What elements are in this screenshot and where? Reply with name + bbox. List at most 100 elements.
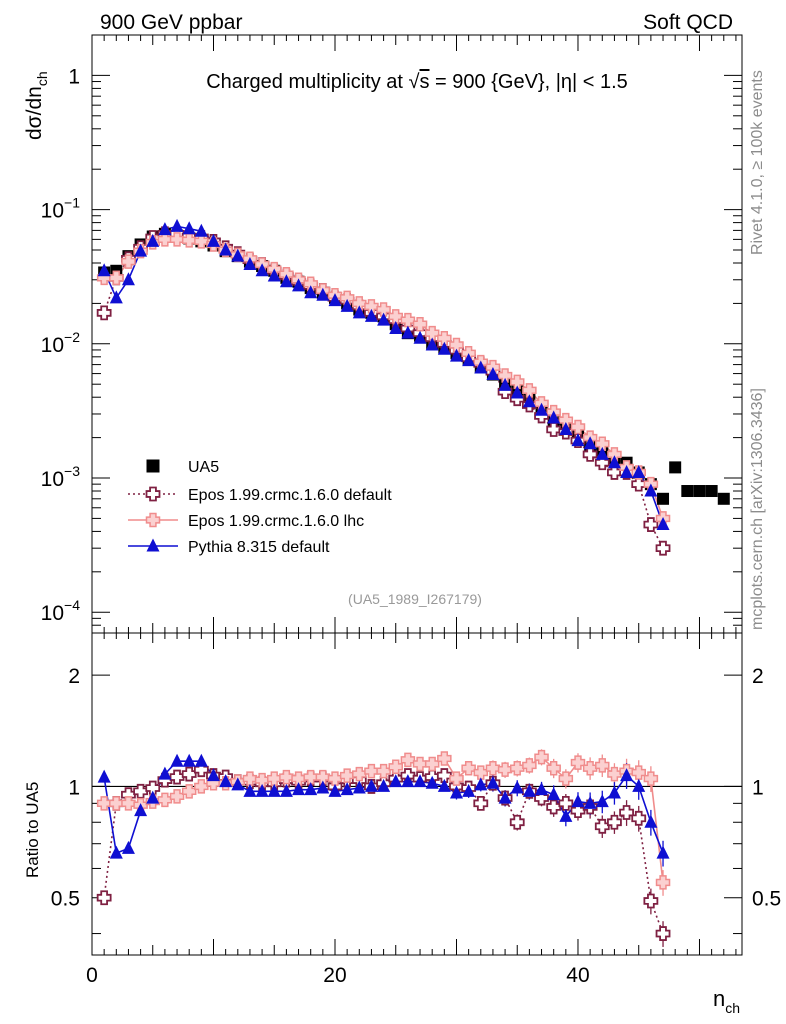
data-point bbox=[170, 218, 184, 232]
data-point bbox=[412, 316, 428, 332]
ratio-point bbox=[121, 840, 135, 854]
data-point bbox=[462, 353, 476, 367]
ratio-point bbox=[377, 778, 391, 792]
data-point bbox=[400, 312, 416, 328]
ratio-point bbox=[352, 766, 367, 782]
ratio-point bbox=[193, 762, 209, 778]
data-point bbox=[705, 485, 718, 498]
ratio-point bbox=[436, 768, 452, 783]
data-point bbox=[620, 464, 634, 478]
data-point bbox=[316, 287, 330, 301]
legend-label: Epos 1.99.crmc.1.6.0 default bbox=[188, 487, 392, 504]
ratio-point bbox=[607, 814, 622, 830]
data-point bbox=[607, 465, 622, 480]
data-point bbox=[364, 299, 379, 314]
data-point bbox=[109, 290, 123, 304]
y-tick-label: 10−1 bbox=[41, 195, 81, 223]
ratio-point bbox=[644, 814, 658, 828]
ratio-y-tick-label: 1 bbox=[68, 776, 80, 799]
data-point bbox=[583, 436, 597, 450]
ratio-point bbox=[109, 796, 124, 811]
ratio-point bbox=[425, 775, 439, 789]
ratio-point bbox=[607, 766, 622, 782]
ratio-point bbox=[157, 792, 173, 808]
mcplots-label: mcplots.cern.ch [arXiv:1306.3436] bbox=[749, 388, 766, 630]
ratio-point bbox=[437, 751, 452, 766]
legend-marker bbox=[145, 512, 161, 528]
legend-label: Epos 1.99.crmc.1.6.0 lhc bbox=[188, 513, 364, 530]
data-point bbox=[449, 337, 464, 353]
data-point bbox=[571, 433, 585, 447]
ratio-point bbox=[254, 772, 270, 788]
data-point bbox=[437, 331, 452, 346]
ratio-point bbox=[558, 795, 574, 811]
ratio-point bbox=[497, 762, 513, 777]
ratio-point bbox=[291, 771, 306, 786]
data-point bbox=[376, 302, 391, 317]
y-tick-label: 10−4 bbox=[41, 597, 81, 625]
rivet-label: Rivet 4.1.0, ≥ 100k events bbox=[749, 70, 766, 255]
ratio-point bbox=[643, 771, 659, 786]
data-point bbox=[486, 367, 500, 381]
data-point bbox=[231, 248, 245, 262]
ratio-point bbox=[146, 790, 160, 804]
analysis-watermark: (UA5_1989_I267179) bbox=[348, 591, 482, 607]
data-point bbox=[547, 410, 561, 424]
ratio-y-tick-label: 2 bbox=[68, 665, 80, 688]
data-point bbox=[669, 461, 682, 474]
data-point bbox=[413, 330, 427, 344]
ratio-point bbox=[304, 782, 318, 796]
ratio-point bbox=[619, 805, 634, 820]
data-point bbox=[607, 455, 621, 469]
data-point bbox=[535, 402, 549, 416]
ratio-point bbox=[509, 814, 525, 830]
ratio-point bbox=[316, 780, 330, 794]
legend-marker bbox=[146, 538, 160, 552]
ratio-point bbox=[546, 760, 561, 776]
x-tick-label: 20 bbox=[323, 964, 346, 987]
ratio-point bbox=[181, 766, 197, 782]
data-point bbox=[328, 293, 342, 307]
ratio-point bbox=[267, 783, 281, 797]
ratio-point bbox=[279, 783, 293, 797]
data-point bbox=[424, 325, 440, 341]
ratio-point bbox=[134, 803, 148, 817]
data-point bbox=[693, 485, 706, 498]
data-point bbox=[255, 263, 269, 277]
data-point bbox=[631, 476, 647, 492]
ratio-point bbox=[522, 758, 537, 773]
ratio-point bbox=[400, 752, 416, 768]
data-point bbox=[157, 232, 173, 247]
ratio-point bbox=[461, 760, 476, 776]
ratio-point bbox=[376, 763, 391, 779]
data-point bbox=[146, 233, 160, 247]
ratio-point bbox=[194, 753, 208, 767]
ratio-point bbox=[194, 779, 209, 794]
ratio-point bbox=[266, 771, 282, 786]
ratio-point bbox=[424, 756, 440, 772]
ratio-point bbox=[474, 777, 488, 791]
ratio-point bbox=[486, 775, 500, 789]
ratio-point bbox=[389, 774, 403, 788]
data-point bbox=[134, 243, 148, 257]
data-point bbox=[595, 446, 609, 460]
data-point bbox=[352, 305, 366, 319]
ratio-point bbox=[546, 799, 562, 815]
legend-label: UA5 bbox=[188, 459, 219, 476]
ratio-point bbox=[655, 875, 671, 890]
main-ylabel: dσ/dnch bbox=[23, 71, 50, 140]
ratio-point bbox=[595, 794, 609, 808]
ratio-point bbox=[643, 893, 659, 909]
data-point bbox=[97, 263, 111, 277]
ratio-point bbox=[339, 768, 355, 783]
ratio-point bbox=[498, 790, 512, 804]
ratio-point bbox=[96, 890, 112, 906]
data-point bbox=[340, 298, 354, 312]
data-point bbox=[582, 446, 598, 462]
data-point bbox=[607, 447, 622, 462]
ratio-point bbox=[242, 771, 258, 786]
ratio-point bbox=[595, 758, 610, 773]
data-point bbox=[655, 540, 671, 556]
ratio-point bbox=[631, 810, 647, 826]
ratio-point bbox=[364, 763, 379, 779]
